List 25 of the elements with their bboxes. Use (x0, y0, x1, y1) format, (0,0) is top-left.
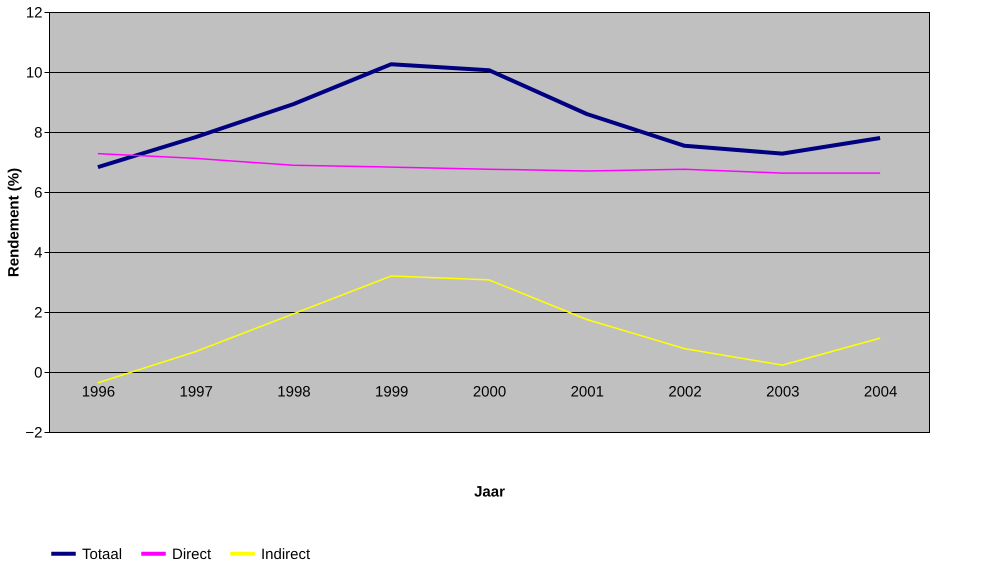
y-tick-label: 8 (34, 124, 42, 142)
line-series (96, 62, 882, 170)
line-series (97, 275, 881, 384)
x-tick-label: 1998 (277, 384, 311, 400)
y-tick-label: 0 (34, 364, 42, 382)
x-tick-label: 2003 (766, 384, 800, 400)
x-tick-label: 1996 (82, 384, 116, 400)
x-axis-title: Jaar (474, 484, 506, 500)
x-tick-label: 2002 (668, 384, 702, 400)
y-tick-label: −2 (25, 424, 42, 442)
legend-label: Indirect (261, 546, 312, 563)
x-tick-label: 2001 (570, 384, 604, 400)
y-tick-label: 10 (26, 64, 42, 82)
x-tick-label: 2000 (472, 384, 506, 400)
x-tick-label: 1999 (375, 384, 408, 400)
x-tick-label: 2004 (864, 384, 898, 400)
y-tick-label: 6 (34, 184, 42, 202)
legend-label: Totaal (82, 546, 122, 563)
y-tick-label: 4 (34, 244, 42, 262)
legend-label: Direct (172, 546, 212, 563)
line-series (97, 152, 881, 174)
y-tick-label: 2 (34, 304, 42, 322)
y-axis-title: Rendement (%) (5, 168, 22, 278)
y-tick-label: 12 (26, 4, 42, 22)
x-tick-label: 1997 (179, 384, 213, 400)
